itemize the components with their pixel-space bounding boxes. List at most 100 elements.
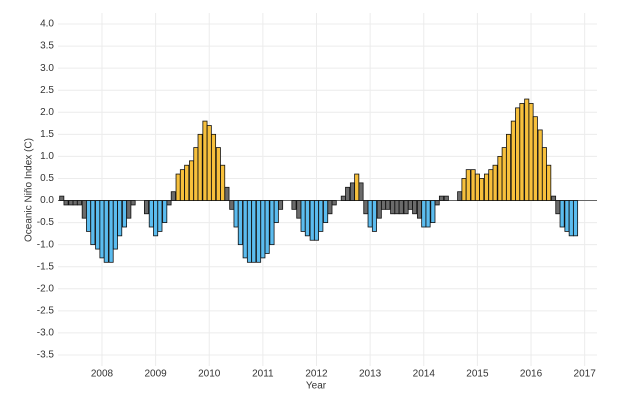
bar — [532, 116, 538, 201]
bar — [304, 200, 310, 237]
bar — [220, 164, 226, 201]
bar — [264, 200, 270, 254]
bar — [425, 200, 431, 228]
y-axis-title: Oceanic Niño Index (C) — [24, 138, 35, 242]
bar — [81, 200, 87, 219]
bar — [349, 182, 355, 201]
bar — [327, 200, 333, 215]
bar — [519, 103, 525, 201]
bar — [461, 178, 467, 201]
bar — [90, 200, 96, 246]
bar — [103, 200, 109, 263]
x-tick-label: 2014 — [413, 369, 436, 380]
bar — [229, 200, 235, 210]
y-tick-label: 3.0 — [40, 63, 54, 74]
bar — [528, 103, 534, 201]
bar — [465, 169, 471, 201]
bar — [573, 200, 579, 237]
x-axis-title: Year — [306, 381, 327, 392]
bar — [95, 200, 101, 250]
bar — [524, 98, 530, 201]
bar — [193, 147, 199, 201]
bar — [371, 200, 377, 232]
bar — [331, 200, 337, 206]
bar — [117, 200, 123, 237]
y-tick-label: -2.0 — [37, 283, 55, 294]
bar — [86, 200, 92, 232]
bar — [300, 200, 306, 232]
bar — [296, 200, 302, 219]
bar — [398, 200, 404, 215]
bar — [143, 200, 149, 215]
y-tick-label: -0.5 — [37, 217, 55, 228]
bar — [162, 200, 168, 223]
bar — [546, 164, 552, 201]
bar — [184, 164, 190, 201]
bar — [68, 200, 74, 206]
bar — [189, 160, 195, 201]
bar — [470, 169, 476, 201]
bar — [242, 200, 248, 259]
bar — [260, 200, 266, 259]
bar — [197, 133, 203, 201]
bar — [564, 200, 570, 232]
bar — [323, 200, 329, 223]
bar — [211, 133, 217, 201]
bar — [206, 125, 212, 201]
bar — [175, 173, 181, 201]
x-tick-label: 2015 — [466, 369, 489, 380]
bar — [112, 200, 118, 250]
y-tick-label: -2.5 — [37, 305, 55, 316]
bar — [126, 200, 132, 219]
bar — [421, 200, 427, 228]
bar — [251, 200, 257, 263]
bar — [291, 200, 297, 210]
bar — [59, 195, 65, 201]
y-tick-label: 0.0 — [40, 195, 54, 206]
bar — [278, 200, 284, 210]
bar — [179, 169, 185, 201]
bar — [170, 191, 176, 201]
bar — [438, 195, 444, 201]
bar — [488, 169, 494, 201]
bar — [394, 200, 400, 215]
bar — [551, 195, 557, 201]
bar — [309, 200, 315, 241]
bar — [345, 186, 351, 201]
bar — [537, 129, 543, 201]
bar — [443, 195, 449, 201]
y-tick-label: 2.0 — [40, 107, 54, 118]
bar — [233, 200, 239, 228]
y-tick-label: 4.0 — [40, 19, 54, 30]
bar — [340, 195, 346, 201]
bar — [130, 200, 136, 206]
bar — [430, 200, 436, 223]
y-tick-label: -3.0 — [37, 328, 55, 339]
x-tick-label: 2013 — [359, 369, 382, 380]
y-tick-label: 2.5 — [40, 85, 54, 96]
bar — [381, 200, 387, 210]
bar — [202, 120, 208, 201]
bar — [122, 200, 128, 228]
bar — [358, 182, 364, 201]
bar — [506, 133, 512, 201]
bar — [72, 200, 78, 206]
bar — [390, 200, 396, 215]
bar — [166, 200, 172, 206]
bar — [492, 164, 498, 201]
bar — [559, 200, 565, 228]
bar — [555, 200, 561, 215]
bar — [246, 200, 252, 263]
bar — [484, 173, 490, 201]
bar — [269, 200, 275, 246]
bar — [76, 200, 82, 206]
bar — [148, 200, 154, 228]
bar — [108, 200, 114, 263]
y-tick-label: 0.5 — [40, 173, 54, 184]
y-tick-label: 1.5 — [40, 129, 54, 140]
bar — [224, 186, 230, 201]
bar — [354, 173, 360, 201]
x-tick-label: 2016 — [520, 369, 543, 380]
y-tick-label: -3.5 — [37, 350, 55, 361]
